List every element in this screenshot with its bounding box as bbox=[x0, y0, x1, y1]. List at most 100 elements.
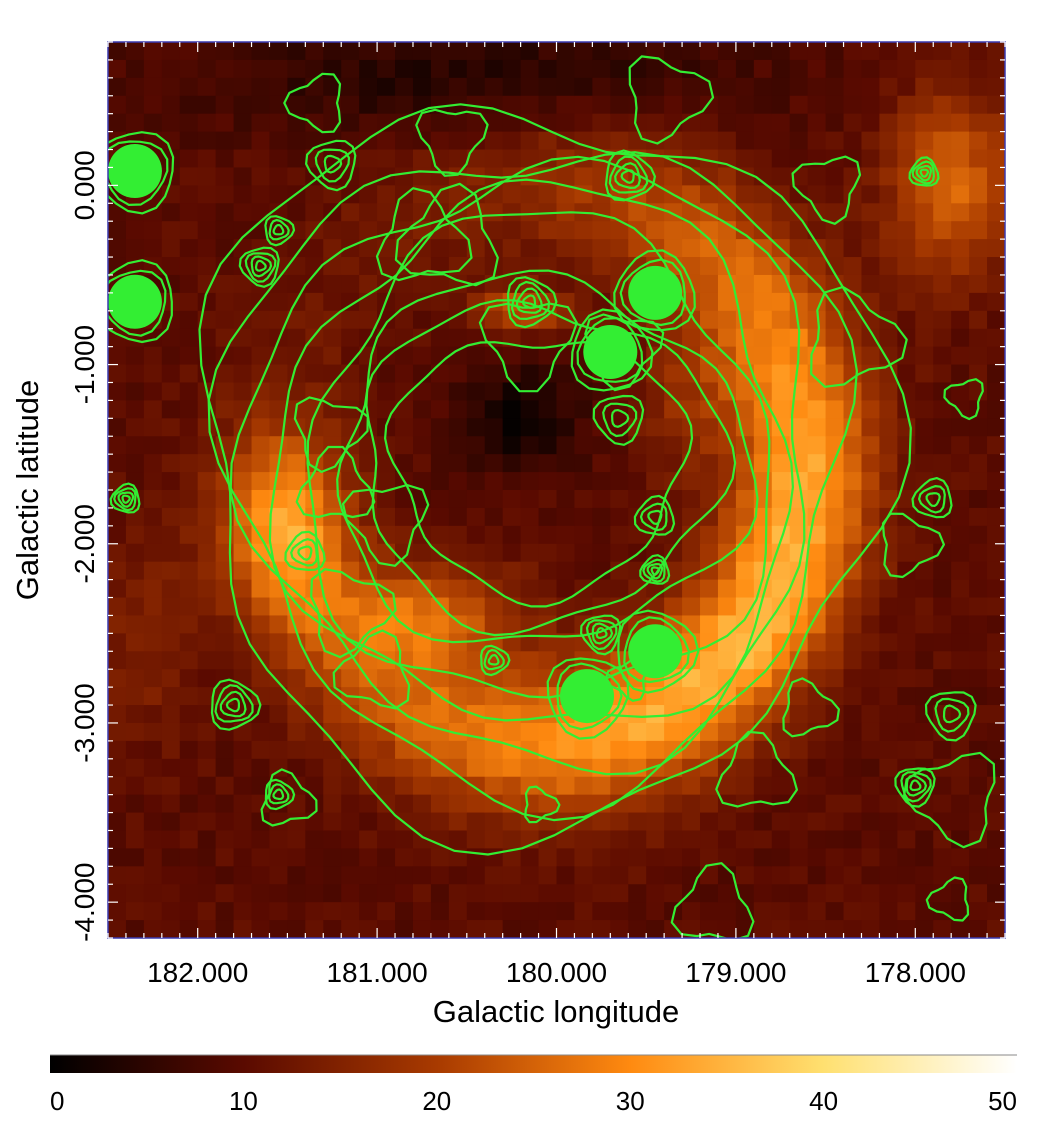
contour-line bbox=[293, 396, 369, 473]
contour-line bbox=[919, 168, 929, 178]
heatmap-cell bbox=[323, 257, 342, 276]
heatmap-cell bbox=[466, 59, 486, 79]
heatmap-cell bbox=[538, 59, 558, 79]
heatmap-cell bbox=[269, 59, 288, 79]
heatmap-cell bbox=[879, 203, 898, 222]
heatmap-cell bbox=[915, 472, 934, 491]
heatmap-cell bbox=[700, 561, 719, 581]
heatmap-cell bbox=[502, 95, 522, 115]
heatmap-cell bbox=[556, 615, 576, 634]
heatmap-cell bbox=[664, 722, 683, 742]
heatmap-cell bbox=[700, 274, 719, 294]
heatmap-cell bbox=[108, 615, 127, 634]
heatmap-cell bbox=[448, 310, 468, 330]
heatmap-cell bbox=[179, 740, 199, 760]
heatmap-cell bbox=[879, 633, 898, 652]
heatmap-cell bbox=[233, 113, 253, 133]
heatmap-cell bbox=[843, 490, 863, 509]
heatmap-cell bbox=[682, 310, 701, 330]
heatmap-cell bbox=[233, 866, 253, 885]
heatmap-cell bbox=[484, 454, 504, 473]
heatmap-cell bbox=[538, 472, 558, 491]
heatmap-cell bbox=[915, 830, 934, 849]
heatmap-cell bbox=[179, 203, 199, 222]
heatmap-cell bbox=[412, 346, 432, 366]
heatmap-cell bbox=[412, 615, 432, 634]
heatmap-cell bbox=[628, 830, 647, 849]
heatmap-cell bbox=[305, 597, 324, 617]
heatmap-cell bbox=[251, 812, 271, 832]
heatmap-cell bbox=[395, 597, 414, 617]
heatmap-cell bbox=[215, 902, 235, 921]
heatmap-cell bbox=[664, 543, 683, 563]
contour-line bbox=[617, 609, 700, 694]
heatmap-cell bbox=[592, 848, 611, 867]
heatmap-cell bbox=[897, 687, 916, 706]
heatmap-cell bbox=[628, 884, 647, 903]
heatmap-cell bbox=[682, 722, 701, 742]
heatmap-cell bbox=[179, 830, 199, 849]
heatmap-cell bbox=[323, 812, 342, 832]
heatmap-cell bbox=[807, 687, 827, 706]
heatmap-cell bbox=[969, 722, 988, 742]
heatmap-cell bbox=[269, 651, 288, 670]
heatmap-cell bbox=[341, 848, 360, 867]
heatmap-cell bbox=[933, 203, 952, 222]
heatmap-cell bbox=[789, 848, 809, 867]
heatmap-cell bbox=[502, 830, 522, 849]
heatmap-cell bbox=[717, 866, 737, 885]
heatmap-cell bbox=[951, 722, 970, 742]
heatmap-cell bbox=[466, 633, 486, 652]
heatmap-cell bbox=[502, 920, 522, 938]
heatmap-cell bbox=[951, 651, 970, 670]
heatmap-cell bbox=[556, 794, 576, 814]
heatmap-cell bbox=[377, 902, 396, 921]
heatmap-cell bbox=[646, 59, 665, 79]
heatmap-cell bbox=[574, 239, 593, 258]
heatmap-cell bbox=[161, 651, 181, 670]
heatmap-cell bbox=[574, 507, 593, 527]
heatmap-cell bbox=[843, 59, 863, 79]
heatmap-cell bbox=[179, 400, 199, 419]
heatmap-cell bbox=[915, 364, 934, 384]
heatmap-cell bbox=[412, 42, 432, 61]
heatmap-cell bbox=[412, 203, 432, 222]
heatmap-cell bbox=[251, 59, 271, 79]
heatmap-cell bbox=[143, 59, 163, 79]
heatmap-cell bbox=[592, 543, 611, 563]
heatmap-cell bbox=[771, 59, 791, 79]
heatmap-cell bbox=[179, 794, 199, 814]
heatmap-cell bbox=[305, 848, 324, 867]
heatmap-cell bbox=[933, 830, 952, 849]
heatmap-cell bbox=[233, 257, 253, 276]
heatmap-cell bbox=[771, 364, 791, 384]
heatmap-cell bbox=[664, 42, 683, 61]
heatmap-cell bbox=[556, 364, 576, 384]
heatmap-cell bbox=[682, 507, 701, 527]
heatmap-cell bbox=[430, 382, 450, 401]
heatmap-cell bbox=[879, 776, 898, 796]
heatmap-cell bbox=[305, 794, 324, 814]
heatmap-cell bbox=[466, 472, 486, 491]
heatmap-cell bbox=[735, 382, 755, 401]
heatmap-cell bbox=[825, 848, 845, 867]
heatmap-cell bbox=[538, 382, 558, 401]
heatmap-cell bbox=[825, 597, 845, 617]
heatmap-cell bbox=[197, 203, 217, 222]
heatmap-cell bbox=[520, 758, 540, 778]
heatmap-cell bbox=[933, 776, 952, 796]
heatmap-cell bbox=[843, 507, 863, 527]
heatmap-cell bbox=[610, 579, 629, 599]
heatmap-cell bbox=[807, 472, 827, 491]
heatmap-cell bbox=[735, 615, 755, 634]
heatmap-cell bbox=[466, 113, 486, 133]
heatmap-cell bbox=[251, 615, 271, 634]
heatmap-cell bbox=[359, 203, 378, 222]
heatmap-cell bbox=[843, 615, 863, 634]
heatmap-cell bbox=[484, 525, 504, 545]
heatmap-cell bbox=[448, 472, 468, 491]
heatmap-cell bbox=[215, 400, 235, 419]
heatmap-cell bbox=[843, 776, 863, 796]
heatmap-cell bbox=[484, 722, 504, 742]
heatmap-cell bbox=[897, 239, 916, 258]
